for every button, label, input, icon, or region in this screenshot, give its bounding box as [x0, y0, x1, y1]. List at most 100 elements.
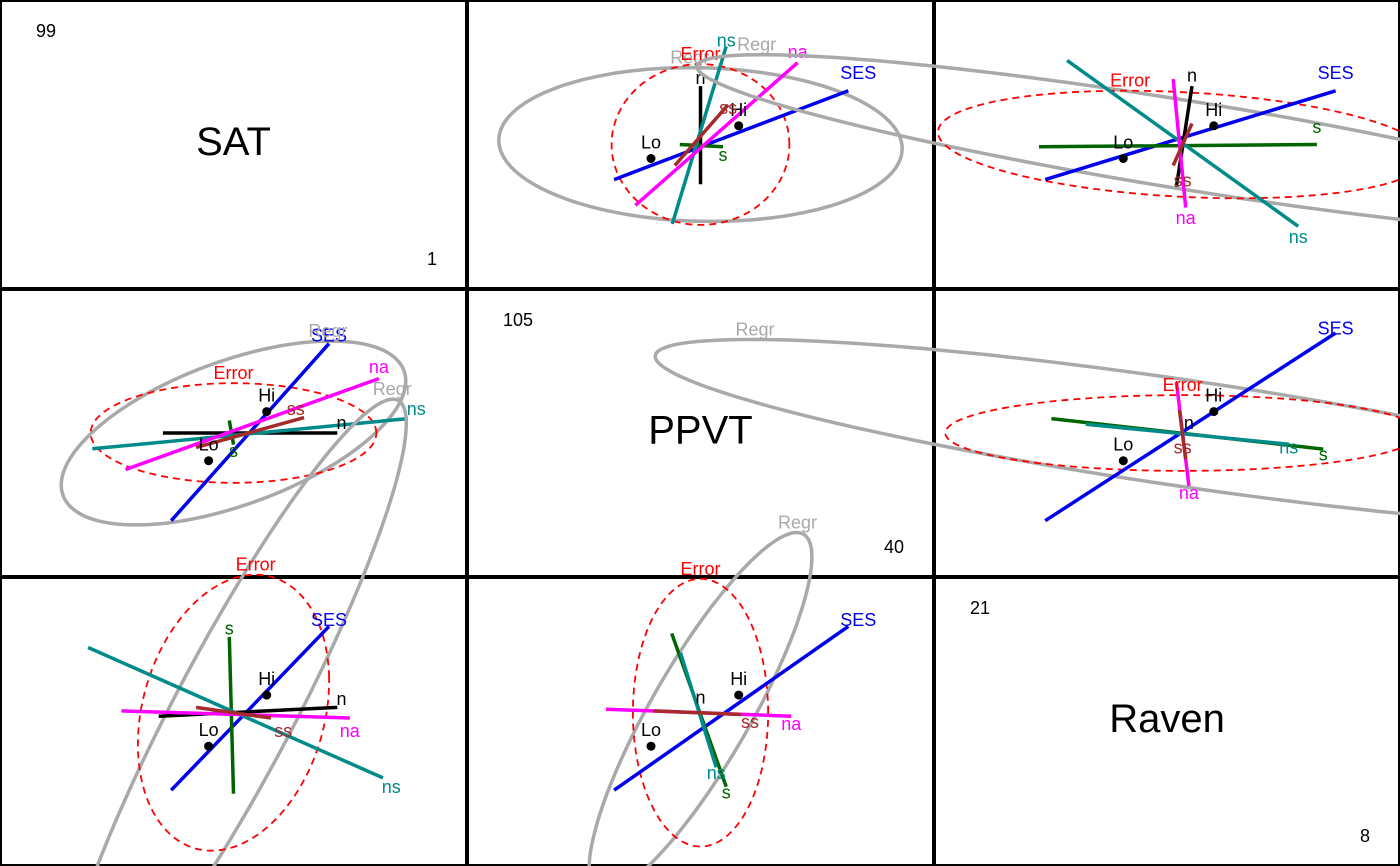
panel-frame-r1-c0	[0, 289, 467, 577]
effect-line-ss	[195, 415, 305, 450]
group-mean-point-lo	[1118, 154, 1128, 163]
he-panel-raven-vs-sat: Lo Hi SES n s n s na ss Regr Error	[87, 379, 412, 866]
effect-label-ns: ns	[707, 763, 726, 783]
effect-line-ss	[1171, 122, 1194, 167]
group-mean-label-lo: Lo	[641, 133, 661, 153]
regr-ellipse-label: Regr	[778, 513, 817, 533]
variable-max-sat: 99	[36, 21, 56, 41]
effect-label-ss: ss	[741, 712, 759, 732]
effect-label-ss: ss	[1174, 171, 1192, 191]
effect-label-na: na	[781, 714, 802, 734]
effect-label-ses: SES	[840, 610, 876, 630]
effect-label-na: na	[340, 721, 361, 741]
regr-ellipse-label: Regr	[373, 379, 412, 399]
error-ellipse	[136, 573, 331, 852]
effect-label-ses: SES	[840, 63, 876, 83]
effect-label-na: na	[369, 357, 390, 377]
group-mean-label-lo: Lo	[199, 720, 219, 740]
effect-label-n: n	[695, 687, 705, 707]
group-mean-label-hi: Hi	[1205, 100, 1222, 120]
group-mean-label-hi: Hi	[1205, 386, 1222, 406]
effect-label-n: n	[695, 68, 705, 88]
effect-label-ses: SES	[311, 610, 347, 630]
effect-label-na: na	[1179, 483, 1200, 503]
error-ellipse	[944, 394, 1400, 472]
group-mean-point-lo	[646, 741, 656, 751]
group-mean-point-hi	[262, 690, 272, 700]
diagonal-panel-raven: Raven 21 8	[970, 598, 1370, 846]
regr-ellipse	[587, 530, 814, 866]
effect-line-n	[1174, 85, 1194, 187]
error-ellipse-label: Error	[236, 555, 276, 575]
variable-min-sat: 1	[427, 249, 437, 269]
effect-label-n: n	[336, 413, 346, 433]
error-ellipse	[610, 63, 791, 226]
effect-label-ss: ss	[1174, 438, 1192, 458]
regr-ellipse-label: Regr	[308, 321, 347, 341]
panel-frame-r1-c2	[934, 289, 1400, 577]
diagonal-panel-ppvt: PPVT 105 40	[503, 310, 904, 557]
effect-line-na	[634, 61, 799, 207]
group-mean-point-hi	[734, 690, 744, 700]
error-ellipse-label: Error	[1110, 71, 1150, 91]
effect-label-na: na	[788, 42, 809, 62]
error-ellipse	[89, 382, 378, 484]
variable-name-raven: Raven	[1109, 697, 1225, 741]
panel-frame-r0-c0	[0, 0, 467, 289]
effect-label-na: na	[1176, 208, 1197, 228]
effect-line-ses	[1044, 331, 1337, 523]
effect-line-ns	[1085, 422, 1289, 446]
effect-line-ses	[1044, 89, 1337, 182]
effect-line-ses	[169, 625, 331, 792]
variable-max-ppvt: 105	[503, 310, 533, 330]
effect-line-na	[1171, 78, 1188, 208]
variable-min-ppvt: 40	[884, 537, 904, 557]
regr-ellipse	[695, 52, 1400, 222]
effect-line-na	[124, 376, 380, 472]
group-mean-point-hi	[734, 121, 744, 131]
effect-label-s: s	[225, 619, 234, 639]
error-ellipse	[936, 89, 1400, 200]
group-mean-point-lo	[1118, 456, 1128, 466]
effect-label-n: n	[1184, 413, 1194, 433]
group-mean-point-hi	[1209, 407, 1219, 417]
error-ellipse-label: Error	[1163, 375, 1203, 395]
variable-min-raven: 8	[1360, 826, 1370, 846]
group-mean-point-hi	[1209, 121, 1219, 131]
effect-label-ns: ns	[407, 399, 426, 419]
error-ellipse-label: Error	[681, 559, 721, 579]
effect-label-ns: ns	[1289, 227, 1308, 247]
error-ellipse	[632, 577, 769, 848]
variable-name-ppvt: PPVT	[648, 409, 752, 453]
regr-ellipse	[59, 339, 408, 527]
error-ellipse-label: Error	[214, 363, 254, 383]
effect-label-s: s	[1312, 117, 1321, 137]
effect-label-ses: SES	[1318, 63, 1354, 83]
group-mean-label-hi: Hi	[730, 669, 747, 689]
variable-name-sat: SAT	[196, 120, 271, 164]
diagonal-panel-sat: SAT 99 1	[36, 21, 437, 269]
group-mean-label-hi: Hi	[258, 669, 275, 689]
panel-frame-r2-c2	[934, 577, 1400, 866]
group-mean-label-lo: Lo	[1113, 133, 1133, 153]
effect-label-ss: ss	[274, 721, 292, 741]
panel-frame-r1-c1	[467, 289, 934, 577]
effect-line-ss	[1177, 409, 1188, 460]
regr-ellipse	[95, 397, 409, 866]
regr-ellipse	[653, 337, 1400, 516]
effect-label-n: n	[336, 689, 346, 709]
effect-label-s: s	[722, 782, 731, 802]
effect-line-ns	[678, 652, 718, 768]
effect-label-s: s	[1319, 445, 1328, 465]
effect-label-ss: ss	[287, 399, 305, 419]
effect-label-ns: ns	[717, 30, 736, 50]
group-mean-label-hi: Hi	[730, 100, 747, 120]
group-mean-label-lo: Lo	[641, 720, 661, 740]
effect-label-s: s	[229, 441, 238, 461]
variable-max-raven: 21	[970, 598, 990, 618]
